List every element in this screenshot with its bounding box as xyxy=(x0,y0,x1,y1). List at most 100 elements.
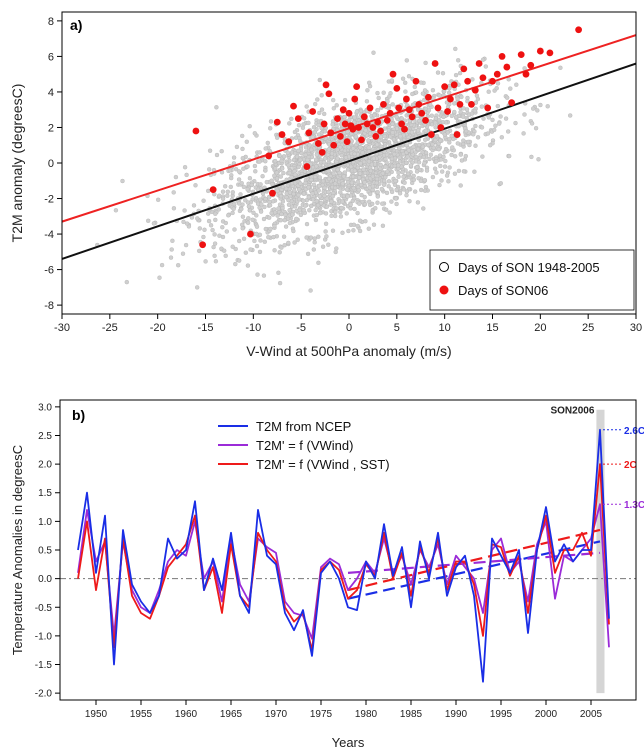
cloud-point xyxy=(263,196,268,202)
son06-point xyxy=(294,115,302,122)
cloud-point xyxy=(370,183,376,189)
trend-line-1 xyxy=(347,551,601,574)
son06-point xyxy=(395,104,403,112)
cloud-point xyxy=(338,209,343,215)
son06-point xyxy=(363,120,371,128)
son06-point xyxy=(389,70,397,78)
cloud-point xyxy=(393,196,399,201)
cloud-point xyxy=(277,153,282,159)
cloud-point xyxy=(333,181,338,186)
y-tick-label: 2 xyxy=(48,122,54,134)
cloud-point xyxy=(452,101,457,106)
cloud-point xyxy=(316,132,322,137)
cloud-point xyxy=(368,168,373,174)
cloud-point xyxy=(316,122,321,128)
cloud-point xyxy=(250,217,255,223)
cloud-point xyxy=(228,184,234,190)
cloud-point xyxy=(317,193,322,199)
cloud-point xyxy=(418,178,424,184)
cloud-point xyxy=(400,76,406,81)
son06-point xyxy=(345,109,353,117)
cloud-point xyxy=(350,174,356,179)
cloud-point xyxy=(375,189,380,195)
cloud-point xyxy=(463,153,468,159)
cloud-point xyxy=(411,173,416,179)
cloud-point xyxy=(182,164,188,170)
cloud-point xyxy=(508,86,513,91)
legend-label-vwind: T2M' = f (VWind) xyxy=(256,438,353,453)
cloud-point xyxy=(314,212,319,218)
legend-label-ncep: T2M from NCEP xyxy=(256,419,351,434)
cloud-point xyxy=(316,234,321,240)
cloud-point xyxy=(375,90,380,96)
cloud-point xyxy=(374,142,380,147)
cloud-point xyxy=(355,165,360,171)
cloud-point xyxy=(374,176,380,182)
cloud-point xyxy=(182,208,187,213)
cloud-point xyxy=(460,114,466,119)
cloud-point xyxy=(236,177,242,182)
cloud-point xyxy=(405,154,410,159)
son06-point xyxy=(415,100,423,108)
cloud-point xyxy=(359,192,364,198)
cloud-point xyxy=(292,240,297,245)
x-tick-label: 5 xyxy=(394,322,400,334)
cloud-point xyxy=(529,121,535,126)
cloud-point xyxy=(433,137,438,143)
cloud-point xyxy=(362,201,368,207)
y-tick-label: -2.0 xyxy=(35,689,53,700)
cloud-point xyxy=(293,204,298,209)
cloud-point xyxy=(373,205,378,211)
cloud-point xyxy=(308,288,313,293)
cloud-point xyxy=(366,145,371,150)
cloud-point xyxy=(384,207,389,213)
cloud-point xyxy=(342,170,347,175)
cloud-point xyxy=(435,70,441,75)
son06-point xyxy=(422,116,429,124)
son06-point xyxy=(325,90,333,98)
cloud-point xyxy=(366,149,372,154)
son06-point xyxy=(517,51,525,59)
cloud-point xyxy=(216,207,222,212)
annotation-label: 2.6C xyxy=(624,426,644,437)
cloud-point xyxy=(312,174,318,180)
cloud-point xyxy=(387,210,392,215)
cloud-point xyxy=(233,166,239,172)
son06-point xyxy=(353,83,361,91)
cloud-point xyxy=(449,133,454,139)
cloud-point xyxy=(241,166,246,172)
cloud-point xyxy=(306,120,311,126)
cloud-point xyxy=(413,90,419,95)
cloud-point xyxy=(314,164,319,169)
son06-point xyxy=(441,83,449,91)
y-tick-label: -0.5 xyxy=(35,603,53,614)
x-tick-label: 15 xyxy=(486,322,498,334)
son06-point xyxy=(305,129,313,137)
cloud-point xyxy=(240,146,245,152)
cloud-point xyxy=(357,201,362,206)
cloud-point xyxy=(382,178,387,184)
cloud-point xyxy=(309,203,314,209)
cloud-point xyxy=(376,138,382,143)
cloud-point xyxy=(406,148,411,153)
cloud-point xyxy=(427,156,432,162)
legend-label-vwind-sst: T2M' = f (VWind , SST) xyxy=(256,457,390,472)
cloud-point xyxy=(367,80,372,86)
cloud-point xyxy=(387,94,392,99)
cloud-point xyxy=(300,125,306,131)
cloud-point xyxy=(471,132,476,137)
cloud-point xyxy=(344,187,350,192)
cloud-point xyxy=(260,173,265,179)
cloud-point xyxy=(458,183,463,188)
cloud-point xyxy=(263,226,268,232)
son06-point xyxy=(320,120,328,128)
son06-point xyxy=(366,104,374,112)
son06-point xyxy=(444,108,451,115)
cloud-point xyxy=(404,189,410,194)
cloud-point xyxy=(201,234,206,240)
cloud-point xyxy=(473,143,478,148)
son06-point xyxy=(209,186,217,194)
cloud-point xyxy=(351,228,356,233)
cloud-point xyxy=(459,158,465,163)
